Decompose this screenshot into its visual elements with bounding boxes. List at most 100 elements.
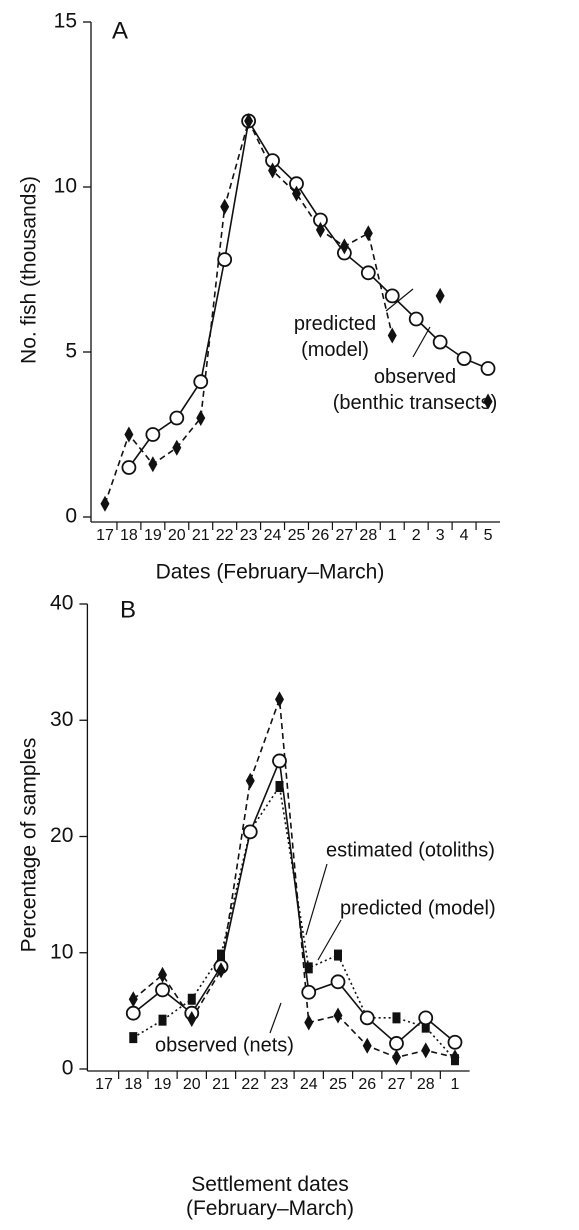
series-line [132, 784, 456, 1061]
marker [216, 962, 226, 979]
marker [333, 949, 342, 961]
x-tick-label: 25 [288, 527, 306, 544]
marker [242, 824, 258, 840]
marker [121, 460, 137, 475]
y-tick-label: 10 [50, 940, 73, 963]
marker [220, 198, 230, 215]
marker [148, 456, 158, 473]
marker [275, 691, 284, 708]
x-tick-label: 23 [240, 527, 258, 544]
marker [330, 974, 346, 990]
marker [384, 288, 400, 304]
marker [172, 439, 182, 456]
x-tick-label: 28 [417, 1076, 435, 1093]
marker [268, 162, 278, 179]
y-tick-label: 40 [50, 592, 73, 615]
marker [387, 327, 397, 344]
marker [339, 238, 349, 255]
marker [158, 966, 168, 983]
y-axis-label: Percentage of samples [18, 738, 41, 953]
x-axis-label: Settlement dates (February–March) [186, 1173, 354, 1220]
x-tick-label: 22 [241, 1076, 259, 1093]
x-tick-label: 24 [264, 527, 282, 544]
x-tick-label: 1 [388, 527, 397, 544]
marker [292, 185, 301, 202]
leader-line [385, 288, 414, 312]
x-tick-label: 24 [300, 1076, 318, 1093]
marker [187, 1011, 197, 1028]
marker [360, 265, 376, 281]
marker [392, 1012, 401, 1024]
marker [196, 410, 206, 426]
marker [145, 427, 161, 442]
x-tick-label: 3 [436, 527, 445, 544]
marker [389, 1036, 404, 1051]
marker [391, 1049, 401, 1066]
marker [275, 781, 284, 793]
marker [272, 753, 287, 769]
marker [483, 393, 493, 410]
x-tick-label: 17 [95, 1076, 113, 1093]
x-tick-label: 27 [388, 1076, 406, 1093]
marker [408, 311, 424, 327]
marker [187, 993, 196, 1005]
x-tick-label: 23 [271, 1076, 289, 1093]
x-tick-label: 18 [124, 1076, 142, 1093]
y-axis-label: No. fish (thousands) [18, 176, 41, 364]
marker [193, 374, 209, 390]
series-label: observed (nets) [155, 1034, 294, 1056]
marker [315, 221, 325, 238]
marker [244, 113, 254, 129]
marker [362, 1037, 372, 1054]
x-tick-label: 20 [183, 1076, 201, 1093]
marker [421, 1042, 431, 1059]
y-tick-label: 15 [54, 10, 77, 33]
x-tick-label: 27 [335, 527, 353, 544]
x-tick-label: 5 [484, 527, 493, 544]
x-tick-label: 25 [329, 1076, 347, 1093]
x-tick-label: 22 [216, 527, 234, 544]
x-tick-label: 17 [96, 527, 114, 544]
marker [245, 772, 255, 789]
marker [301, 984, 317, 1000]
marker [456, 351, 472, 367]
marker [333, 1007, 343, 1024]
y-tick-label: 20 [50, 824, 73, 847]
marker [124, 426, 134, 443]
marker [304, 1014, 314, 1031]
leader-line [317, 919, 342, 961]
marker [217, 949, 226, 961]
marker [418, 1010, 434, 1026]
marker [447, 1034, 463, 1050]
x-tick-label: 19 [154, 1076, 172, 1093]
panel-label: A [112, 17, 128, 44]
y-tick-label: 30 [50, 708, 73, 731]
marker [432, 334, 448, 350]
marker [217, 252, 233, 268]
marker [100, 495, 110, 512]
x-axis-label: Dates (February–March) [156, 561, 385, 584]
leader-line [305, 863, 328, 936]
leader-line [412, 326, 431, 358]
x-tick-label: 26 [312, 527, 330, 544]
marker [169, 410, 185, 426]
panel-label: B [120, 596, 136, 623]
x-tick-label: 28 [359, 527, 377, 544]
marker [421, 1021, 430, 1033]
marker [129, 1032, 138, 1044]
x-tick-label: 19 [144, 527, 162, 544]
marker [435, 287, 445, 304]
x-tick-label: 2 [412, 527, 421, 544]
marker [158, 1014, 167, 1026]
series-label: observed (benthic transects) [333, 366, 498, 414]
y-tick-label: 10 [54, 175, 77, 198]
marker [359, 1010, 375, 1026]
x-tick-label: 4 [460, 527, 469, 544]
marker [128, 991, 138, 1008]
leader-line [269, 1002, 282, 1034]
y-tick-label: 0 [62, 1057, 74, 1080]
x-tick-label: 21 [212, 1076, 230, 1093]
series-label: estimated (otoliths) [326, 839, 495, 861]
marker [363, 225, 373, 242]
